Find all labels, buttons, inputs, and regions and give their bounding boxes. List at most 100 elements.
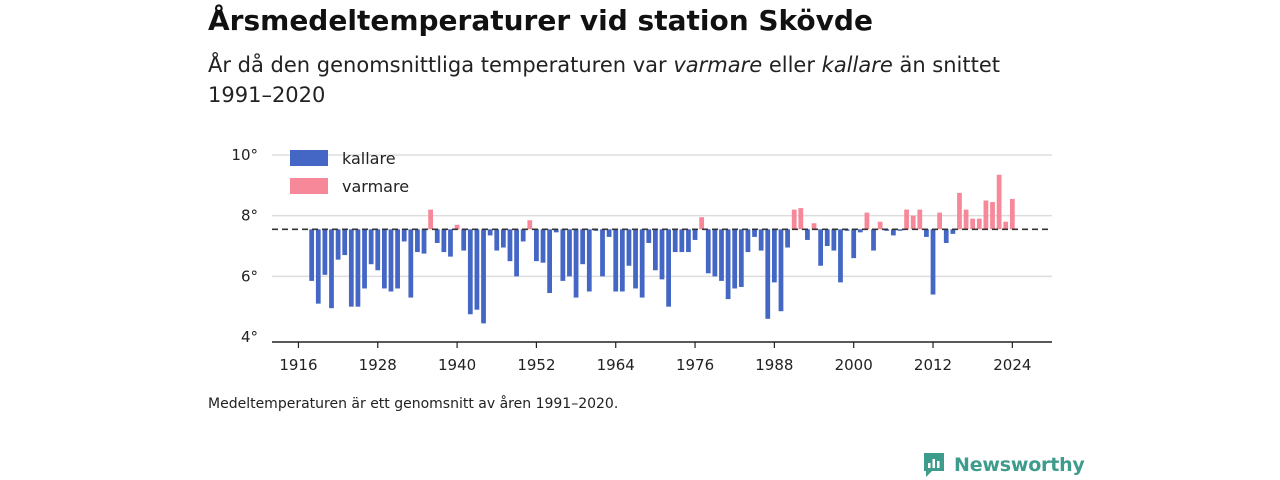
bar-colder [672, 229, 678, 253]
bar-colder [824, 229, 830, 246]
bar-colder [851, 229, 857, 259]
subtitle-part1: År då den genomsnittliga temperaturen va… [208, 53, 674, 77]
x-tick-label: 1916 [279, 356, 317, 374]
bar-warmer [917, 209, 923, 230]
bar-colder [626, 229, 632, 266]
bar-colder [600, 229, 605, 277]
bar-colder [553, 229, 559, 233]
bar-colder [871, 229, 876, 251]
bar-colder [778, 229, 784, 312]
bar-colder [686, 229, 691, 253]
bar-colder [540, 229, 546, 263]
bar-colder [586, 229, 592, 292]
bar-colder [659, 229, 665, 280]
bar-colder [758, 229, 764, 251]
bar-colder [520, 229, 526, 242]
bar-warmer [983, 200, 989, 230]
bar-colder [930, 229, 936, 295]
bar-colder [838, 229, 843, 283]
bar-warmer [1003, 221, 1009, 230]
bar-colder [481, 229, 486, 324]
bar-warmer [699, 217, 705, 230]
bar-colder [573, 229, 579, 298]
legend-label-varmare: varmare [342, 177, 409, 196]
bar-warmer [1009, 198, 1015, 230]
bar-colder [560, 229, 566, 281]
bar-colder [679, 229, 685, 253]
legend-swatch-varmare [290, 178, 328, 194]
bar-colder [831, 229, 837, 251]
newsworthy-logo-icon [924, 453, 944, 477]
bar-warmer [428, 209, 434, 230]
bar-warmer [791, 209, 797, 230]
bar-colder [818, 229, 824, 266]
bar-colder [421, 229, 427, 254]
bar-colder [712, 229, 718, 277]
bar-warmer [877, 221, 883, 230]
bar-colder [725, 229, 731, 300]
bar-colder [514, 229, 519, 277]
bar-colder [474, 229, 480, 310]
legend-swatch-kallare [290, 150, 328, 166]
bar-colder [467, 229, 473, 315]
subtitle-warm-word: varmare [673, 53, 763, 77]
bar-colder [606, 229, 612, 237]
bar-colder [461, 229, 467, 251]
bar-colder [362, 229, 367, 289]
bar-colder [388, 229, 394, 292]
bar-colder [381, 229, 387, 289]
bar-colder [348, 229, 354, 307]
bar-warmer [990, 202, 995, 230]
subtitle-part2: eller [762, 53, 822, 77]
bar-colder [408, 229, 414, 298]
x-tick-label: 1964 [597, 356, 635, 374]
bar-colder [335, 229, 341, 260]
bar-colder [639, 229, 645, 298]
bar-warmer [976, 218, 982, 230]
bar-colder [719, 229, 724, 281]
subtitle-part3: än snittet 1991–2020 [208, 53, 1001, 107]
bar-warmer [963, 209, 969, 230]
bar-warmer [811, 223, 817, 230]
bar-colder [646, 229, 652, 243]
bar-colder [738, 229, 744, 287]
bar-colder [752, 229, 757, 237]
y-tick-label: 4° [241, 328, 258, 346]
bar-colder [434, 229, 440, 243]
x-tick-label: 1952 [517, 356, 555, 374]
bar-colder [771, 229, 777, 283]
bar-colder [705, 229, 711, 274]
bar-colder [395, 229, 400, 289]
x-tick-label: 2012 [914, 356, 952, 374]
x-tick-label: 1988 [755, 356, 793, 374]
brand-name: Newsworthy [954, 454, 1085, 476]
bar-warmer [996, 174, 1002, 230]
bar-colder [355, 229, 361, 307]
bar-warmer [864, 212, 870, 230]
bar-warmer [454, 224, 460, 230]
y-tick-label: 6° [241, 267, 258, 285]
bar-colder [309, 229, 315, 281]
bar-colder [633, 229, 638, 289]
brand[interactable]: Newsworthy [922, 450, 1085, 480]
bar-colder [415, 229, 420, 253]
bar-warmer [937, 212, 943, 230]
x-tick-label: 1928 [359, 356, 397, 374]
bar-warmer [798, 208, 804, 230]
bar-colder [924, 229, 929, 237]
bar-colder [765, 229, 771, 319]
bar-colder [619, 229, 625, 292]
bar-colder [567, 229, 572, 277]
bar-colder [487, 229, 493, 236]
bar-colder [441, 229, 447, 253]
bar-colder [613, 229, 619, 292]
bar-colder [375, 229, 381, 271]
y-tick-label: 8° [241, 207, 258, 225]
chart-subtitle: År då den genomsnittliga temperaturen va… [208, 50, 1028, 110]
legend-label-kallare: kallare [342, 149, 396, 168]
bar-warmer [957, 192, 962, 230]
bar-colder [368, 229, 374, 265]
bar-colder [534, 229, 539, 262]
x-tick-label: 2000 [835, 356, 873, 374]
bar-colder [890, 229, 896, 236]
